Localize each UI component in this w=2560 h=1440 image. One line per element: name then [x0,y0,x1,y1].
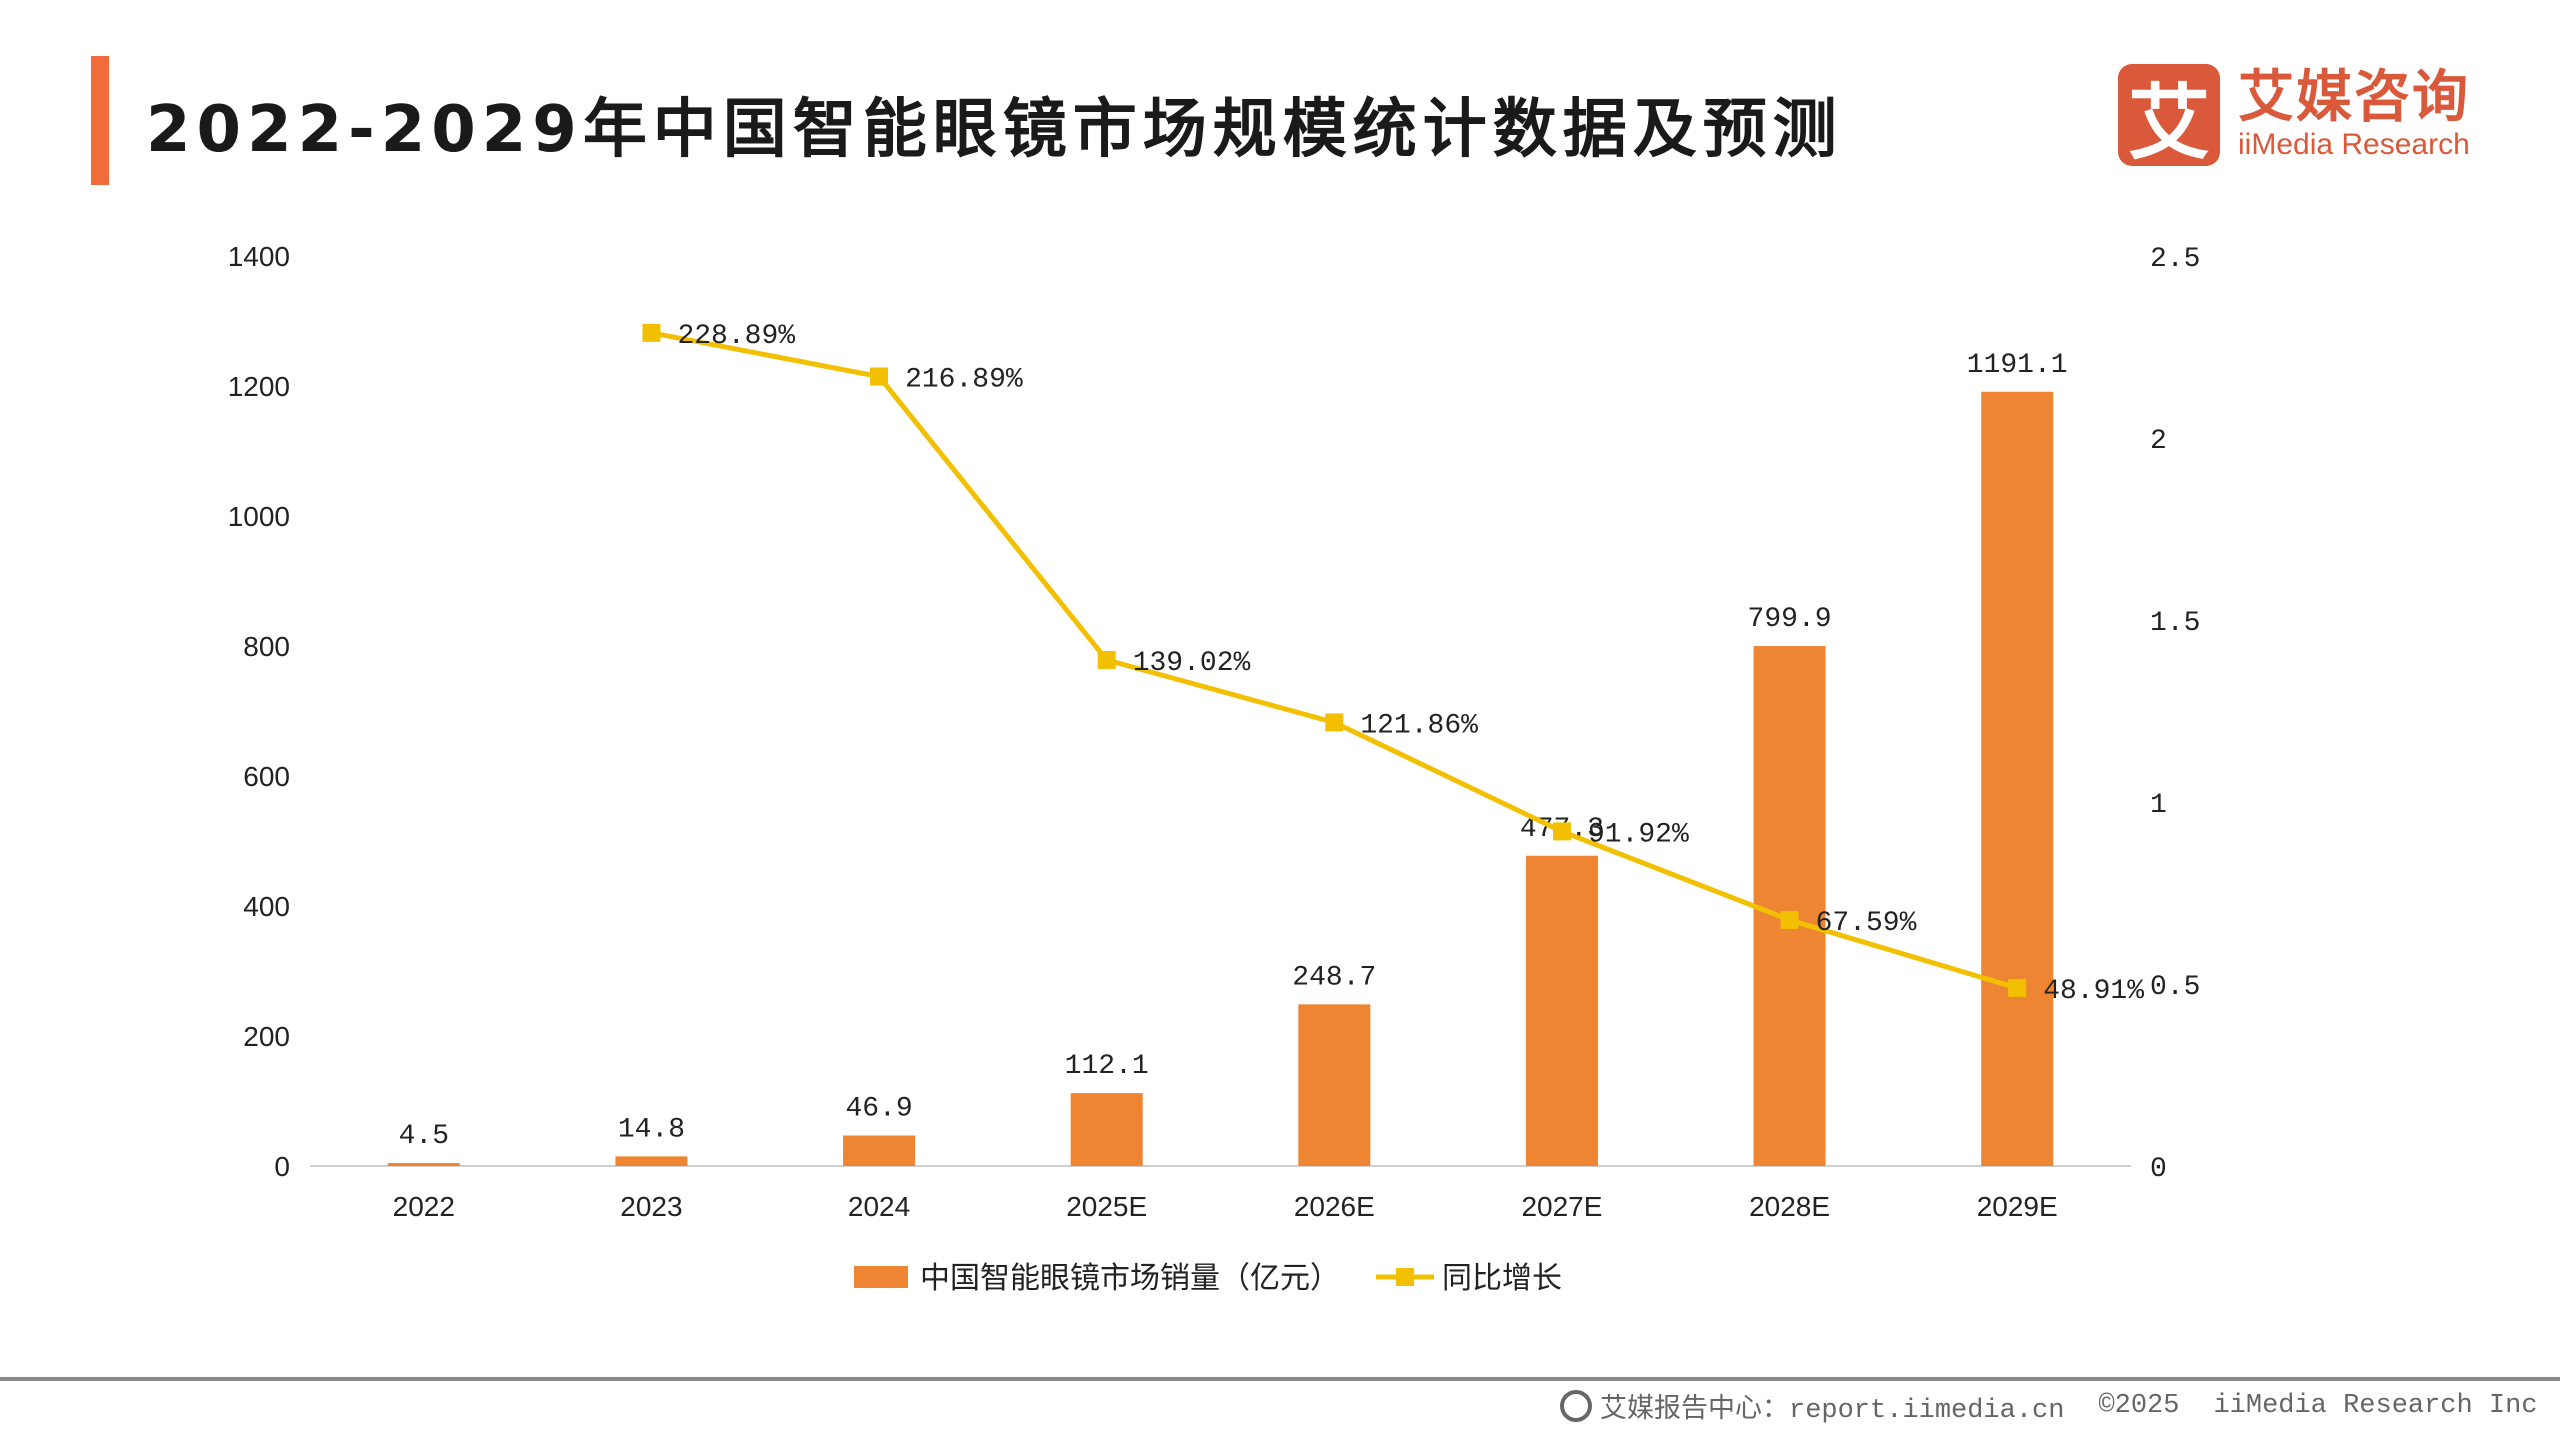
logo: 艾 艾媒咨询 iiMedia Research [2118,64,2470,171]
footer-company: iiMedia Research Inc [2213,1391,2538,1421]
footer-copyright: ©2025 [2098,1391,2180,1421]
x-tick-label: 2023 [620,1191,682,1222]
bar-data-label: 799.9 [1748,604,1832,635]
growth-point [1325,713,1344,732]
growth-data-label: 228.89% [677,321,795,352]
y-right-tick-label: 1.5 [2150,608,2200,639]
y-right-tick-label: 2.5 [2150,244,2200,275]
growth-point [1552,822,1571,841]
y-left-tick-label: 1400 [228,241,290,272]
y-right-tick-label: 1 [2150,790,2167,821]
bar-data-label: 248.7 [1292,962,1376,993]
growth-data-label: 67.59% [1816,908,1917,939]
title-accent-bar [91,56,109,185]
growth-data-label: 48.91% [2043,976,2144,1007]
y-right-tick-label: 2 [2150,426,2167,457]
bar [1981,391,2054,1166]
bar [1070,1093,1143,1166]
growth-point [870,367,889,386]
bar [1298,1004,1371,1166]
footer-divider [0,1377,2560,1381]
y-left-tick-label: 400 [243,891,290,922]
x-tick-label: 2026E [1294,1191,1375,1222]
y-left-tick-label: 200 [243,1021,290,1052]
y-left-tick-label: 0 [274,1151,290,1182]
legend-bar-label: 中国智能眼镜市场销量（亿元） [920,1262,1340,1295]
y-right-tick-label: 0.5 [2150,972,2200,1003]
x-tick-label: 2029E [1977,1191,2058,1222]
page-title: 2022-2029年中国智能眼镜市场规模统计数据及预测 [146,93,1843,167]
y-left-tick-label: 600 [243,761,290,792]
growth-data-label: 91.92% [1588,819,1689,850]
legend-line-marker [1396,1268,1414,1286]
bar-data-label: 112.1 [1065,1051,1149,1082]
legend-line-label: 同比增长 [1442,1262,1562,1295]
growth-point [1780,910,1799,929]
x-tick-label: 2028E [1749,1191,1830,1222]
bar [1525,855,1598,1166]
logo-en: iiMedia Research [2238,128,2470,161]
y-left-tick-label: 800 [243,631,290,662]
bar [615,1156,688,1166]
legend-bar-swatch [854,1266,908,1288]
growth-data-label: 139.02% [1133,648,1251,679]
bar [387,1163,460,1166]
bar-data-label: 4.5 [399,1121,449,1152]
y-left-tick-label: 1200 [228,371,290,402]
x-tick-label: 2025E [1066,1191,1147,1222]
bar-data-label: 46.9 [845,1094,912,1125]
bar-data-label: 1191.1 [1967,350,2068,381]
y-left-tick-label: 1000 [228,501,290,532]
globe-icon [1560,1390,1592,1422]
bar-data-label: 14.8 [618,1114,685,1145]
growth-data-label: 121.86% [1360,710,1478,741]
y-right-tick-label: 0 [2150,1154,2167,1185]
x-tick-label: 2024 [848,1191,910,1222]
growth-point [642,323,661,342]
footer-source: 艾媒报告中心：report.iimedia.cn [1600,1396,2065,1426]
footer: 艾媒报告中心：report.iimedia.cn ©2025 iiMedia R… [1560,1386,2560,1426]
growth-point [2008,978,2027,997]
bar [843,1135,916,1166]
x-tick-label: 2022 [393,1191,455,1222]
bar [1753,646,1826,1166]
growth-data-label: 216.89% [905,365,1023,396]
logo-cn: 艾媒咨询 [2238,65,2470,130]
logo-mark: 艾 [2118,64,2220,171]
x-tick-label: 2027E [1521,1191,1602,1222]
growth-point [1097,650,1116,669]
